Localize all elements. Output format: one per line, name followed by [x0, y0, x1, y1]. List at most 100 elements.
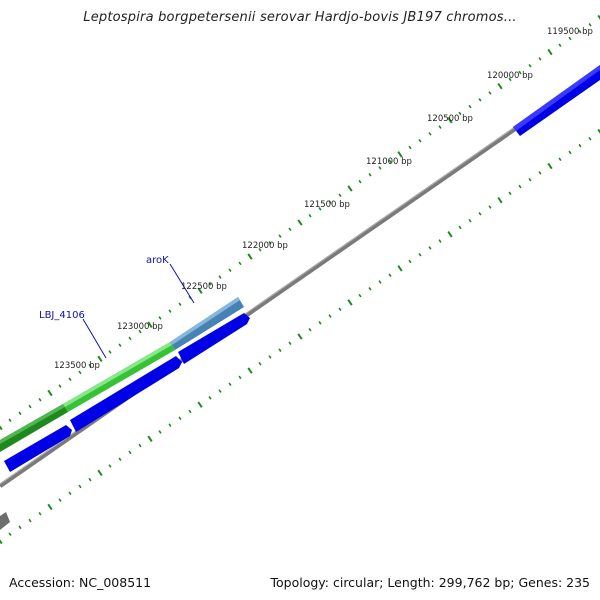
minor-tick: [438, 125, 442, 129]
arok-leader-line: [169, 263, 195, 304]
minor-tick: [558, 43, 562, 48]
minor-tick: [108, 350, 112, 354]
major-tick: [247, 367, 253, 374]
cds-arrow: [70, 356, 182, 432]
minor-tick: [178, 416, 182, 421]
major-tick: [397, 265, 403, 272]
minor-tick: [218, 275, 222, 279]
minor-tick: [278, 234, 282, 238]
minor-tick: [568, 36, 572, 41]
minor-tick: [168, 309, 172, 313]
major-tick: [397, 151, 403, 158]
minor-tick: [288, 227, 292, 232]
minor-tick: [458, 225, 462, 230]
minor-tick: [488, 205, 492, 209]
minor-tick: [428, 132, 432, 136]
minor-tick: [228, 382, 232, 386]
major-tick: [447, 117, 453, 124]
minor-tick: [338, 307, 342, 312]
gene-dark-green-highlight: [0, 404, 65, 444]
minor-tick: [118, 343, 122, 347]
gene-lbj4106-highlight: [63, 342, 172, 407]
major-tick: [497, 196, 503, 204]
minor-tick: [228, 268, 232, 272]
minor-tick: [408, 145, 412, 150]
minor-tick: [258, 247, 262, 252]
minor-tick: [328, 200, 332, 204]
minor-tick: [258, 361, 262, 366]
major-tick: [197, 287, 203, 294]
major-tick: [0, 539, 3, 545]
tick-label: 123000 bp: [117, 322, 163, 332]
minor-tick: [508, 191, 512, 196]
major-tick: [147, 435, 153, 442]
minor-tick: [158, 316, 162, 320]
major-tick: [197, 401, 203, 408]
tick-label: 122000 bp: [242, 241, 288, 251]
tick-label: 120000 bp: [487, 71, 533, 81]
gene-label-arok: aroK: [146, 255, 169, 266]
minor-tick: [168, 423, 172, 427]
tick-label: 119500 bp: [547, 27, 593, 37]
minor-tick: [318, 207, 322, 211]
minor-tick: [88, 363, 92, 368]
major-tick: [97, 355, 103, 363]
gene-label-lbj4106: LBJ_4106: [39, 310, 85, 321]
minor-tick: [338, 193, 342, 198]
minor-tick: [68, 491, 72, 496]
topology-summary-text: Topology: circular; Length: 299,762 bp; …: [270, 575, 591, 590]
minor-tick: [478, 212, 482, 216]
minor-tick: [518, 184, 522, 189]
minor-tick: [368, 287, 372, 291]
major-tick: [547, 48, 553, 56]
minor-tick: [538, 57, 542, 61]
minor-tick: [308, 213, 312, 218]
tick-labels: 119500 bp 120000 bp 120500 bp 121000 bp …: [54, 27, 593, 371]
minor-tick: [138, 329, 142, 334]
minor-tick: [528, 63, 532, 68]
minor-tick: [18, 525, 22, 530]
minor-tick: [418, 252, 422, 257]
minor-tick: [138, 443, 142, 448]
minor-tick: [268, 241, 272, 245]
major-tick: [447, 231, 453, 238]
gene-lbj4106-segment: [63, 342, 175, 412]
backbone-line: [0, 68, 600, 488]
minor-tick: [588, 137, 592, 141]
major-tick: [297, 219, 303, 226]
minor-tick: [358, 179, 362, 184]
minor-tick: [268, 355, 272, 359]
tick-label: 123500 bp: [54, 361, 100, 371]
minor-tick: [468, 218, 472, 223]
lbj4106-leader-line: [82, 318, 107, 359]
minor-tick: [58, 384, 62, 388]
minor-tick: [358, 293, 362, 298]
minor-tick: [528, 177, 532, 182]
minor-tick: [418, 138, 422, 143]
minor-tick: [68, 377, 72, 382]
minor-tick: [38, 511, 42, 516]
major-tick: [597, 128, 600, 134]
minor-tick: [388, 159, 392, 163]
major-tick: [347, 185, 353, 192]
minor-tick: [538, 171, 542, 175]
minor-tick: [58, 498, 62, 502]
minor-tick: [28, 518, 32, 523]
major-tick: [247, 253, 253, 260]
minor-tick: [208, 282, 212, 286]
gene-dark-green-segment: [0, 404, 68, 452]
major-tick: [297, 333, 303, 340]
minor-tick: [558, 157, 562, 162]
tick-label: 120500 bp: [427, 114, 473, 124]
minor-tick: [88, 477, 92, 482]
outer-tick-row: [0, 14, 600, 431]
minor-tick: [158, 430, 162, 434]
major-tick: [0, 425, 3, 431]
minor-tick: [518, 70, 522, 75]
minor-tick: [378, 280, 382, 284]
major-tick: [547, 162, 553, 170]
major-tick: [597, 14, 600, 20]
major-tick: [47, 389, 53, 397]
minor-tick: [428, 246, 432, 250]
